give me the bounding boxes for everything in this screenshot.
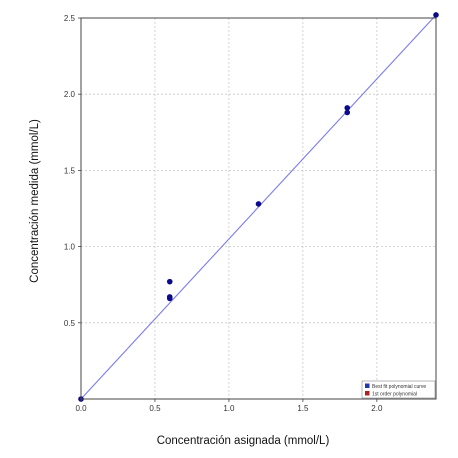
data-point xyxy=(344,105,351,111)
data-point xyxy=(344,109,351,116)
legend-swatch-best-fit xyxy=(365,383,370,388)
x-tick-label: 2.0 xyxy=(371,404,383,413)
x-tick-label: 0.5 xyxy=(149,404,161,413)
data-point xyxy=(166,278,173,285)
y-tick-label: 1.0 xyxy=(64,243,76,252)
data-point-layer xyxy=(78,12,439,402)
fit-line-layer xyxy=(80,14,437,400)
y-tick-label: 2.0 xyxy=(64,90,76,99)
x-axis-label: Concentración asignada (mmol/L) xyxy=(157,435,330,447)
plot-frame xyxy=(80,17,437,400)
tick-label-layer: 0.0 0.5 1.0 1.5 2.0 0.5 1.0 1.5 2.0 2.5 xyxy=(64,14,383,413)
y-tick-label: 1.5 xyxy=(64,166,76,175)
y-axis-label: Concentración medida (mmol/L) xyxy=(29,119,41,283)
x-tick-label: 0.0 xyxy=(75,404,87,413)
legend-label-best-fit: Best fit polynomial curve xyxy=(372,384,426,390)
x-tick-label: 1.0 xyxy=(223,404,235,413)
legend-box xyxy=(361,380,436,399)
data-point xyxy=(166,295,173,302)
x-tick-label: 1.5 xyxy=(297,404,309,413)
data-point xyxy=(433,12,439,18)
data-point xyxy=(255,201,262,207)
legend-swatch-first-order xyxy=(365,391,370,396)
legend-label-first-order: 1st order polynomial xyxy=(372,392,417,398)
legend: Best fit polynomial curve 1st order poly… xyxy=(361,380,436,399)
fit-line xyxy=(80,14,437,400)
y-tick-label: 0.5 xyxy=(64,319,76,328)
y-tick-label: 2.5 xyxy=(64,14,76,23)
